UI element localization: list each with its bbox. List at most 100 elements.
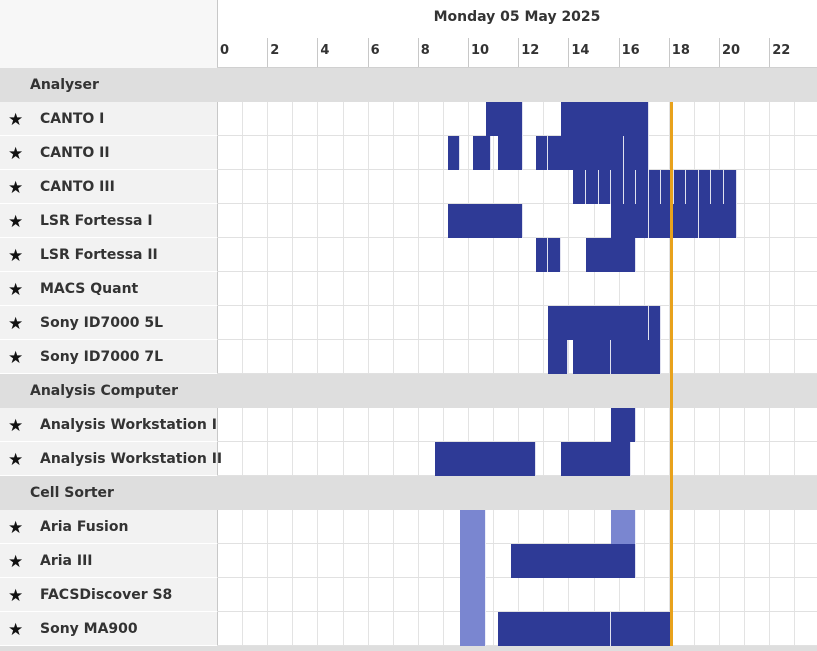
booking-block[interactable] bbox=[585, 170, 599, 204]
group-row[interactable]: Cell Sorter bbox=[0, 476, 817, 510]
star-icon[interactable]: ★ bbox=[8, 348, 24, 368]
booking-block[interactable] bbox=[548, 340, 569, 374]
resource-label[interactable]: MACS Quant bbox=[40, 281, 139, 297]
booking-block[interactable] bbox=[460, 544, 486, 578]
booking-block[interactable] bbox=[711, 170, 725, 204]
grid-line bbox=[744, 442, 746, 476]
booking-block[interactable] bbox=[648, 204, 699, 238]
booking-block[interactable] bbox=[673, 170, 687, 204]
booking-block[interactable] bbox=[460, 510, 486, 544]
resource-row[interactable]: ★ FACSDiscover S8 bbox=[0, 578, 817, 612]
resource-row[interactable]: ★ Sony MA900 bbox=[0, 612, 817, 646]
resource-row[interactable]: ★ Analysis Workstation I bbox=[0, 408, 817, 442]
resource-label[interactable]: FACSDiscover S8 bbox=[40, 587, 173, 603]
star-icon[interactable]: ★ bbox=[8, 212, 24, 232]
booking-block[interactable] bbox=[473, 136, 491, 170]
grid-line bbox=[267, 306, 269, 340]
booking-block[interactable] bbox=[498, 612, 612, 646]
booking-block[interactable] bbox=[447, 136, 461, 170]
resource-row[interactable]: ★ Sony ID7000 7L bbox=[0, 340, 817, 374]
booking-block[interactable] bbox=[623, 170, 637, 204]
booking-block[interactable] bbox=[573, 170, 586, 204]
booking-block[interactable] bbox=[560, 102, 649, 136]
star-icon[interactable]: ★ bbox=[8, 620, 24, 640]
booking-block[interactable] bbox=[636, 170, 649, 204]
star-icon[interactable]: ★ bbox=[8, 280, 24, 300]
resource-label[interactable]: Sony ID7000 5L bbox=[40, 315, 163, 331]
booking-block[interactable] bbox=[548, 136, 624, 170]
grid-line bbox=[668, 578, 670, 612]
booking-block[interactable] bbox=[460, 578, 486, 612]
grid-line bbox=[794, 578, 796, 612]
booking-block[interactable] bbox=[611, 170, 624, 204]
group-row[interactable]: Analysis Computer bbox=[0, 374, 817, 408]
booking-block[interactable] bbox=[724, 170, 737, 204]
booking-block[interactable] bbox=[648, 170, 662, 204]
resource-label[interactable]: Sony MA900 bbox=[40, 621, 138, 637]
resource-row[interactable]: ★ CANTO II bbox=[0, 136, 817, 170]
star-icon[interactable]: ★ bbox=[8, 314, 24, 334]
star-icon[interactable]: ★ bbox=[8, 450, 24, 470]
hour-tick bbox=[468, 38, 469, 68]
grid-line bbox=[317, 272, 319, 306]
star-icon[interactable]: ★ bbox=[8, 144, 24, 164]
booking-block[interactable] bbox=[548, 238, 561, 272]
booking-block[interactable] bbox=[698, 204, 737, 238]
resource-row[interactable]: ★ Aria III bbox=[0, 544, 817, 578]
booking-block[interactable] bbox=[698, 170, 712, 204]
star-icon[interactable]: ★ bbox=[8, 178, 24, 198]
resource-label[interactable]: CANTO I bbox=[40, 111, 105, 127]
booking-block[interactable] bbox=[623, 136, 649, 170]
booking-block[interactable] bbox=[435, 442, 536, 476]
booking-block[interactable] bbox=[598, 170, 612, 204]
booking-block[interactable] bbox=[585, 238, 637, 272]
resource-label[interactable]: Sony ID7000 7L bbox=[40, 349, 163, 365]
booking-block[interactable] bbox=[648, 306, 662, 340]
resource-label[interactable]: Aria III bbox=[40, 553, 93, 569]
resource-label[interactable]: Analysis Workstation II bbox=[40, 451, 223, 467]
hour-tick bbox=[769, 38, 771, 68]
booking-block[interactable] bbox=[548, 306, 649, 340]
booking-block[interactable] bbox=[611, 612, 672, 646]
booking-block[interactable] bbox=[510, 544, 637, 578]
resource-row[interactable]: ★ LSR Fortessa II bbox=[0, 238, 817, 272]
booking-block[interactable] bbox=[611, 510, 637, 544]
booking-block[interactable] bbox=[460, 612, 486, 646]
resource-label[interactable]: Analysis Workstation I bbox=[40, 417, 217, 433]
resource-row[interactable]: ★ CANTO III bbox=[0, 170, 817, 204]
resource-row[interactable]: ★ CANTO I bbox=[0, 102, 817, 136]
booking-block[interactable] bbox=[485, 102, 524, 136]
star-icon[interactable]: ★ bbox=[8, 518, 24, 538]
booking-block[interactable] bbox=[686, 170, 699, 204]
resource-label[interactable]: CANTO II bbox=[40, 145, 110, 161]
booking-block[interactable] bbox=[611, 204, 649, 238]
group-row[interactable]: Analyser bbox=[0, 68, 817, 102]
grid-line bbox=[342, 544, 344, 578]
star-icon[interactable]: ★ bbox=[8, 586, 24, 606]
resource-label[interactable]: LSR Fortessa I bbox=[40, 213, 153, 229]
booking-block[interactable] bbox=[573, 340, 612, 374]
grid-line bbox=[367, 204, 369, 238]
star-icon[interactable]: ★ bbox=[8, 552, 24, 572]
grid-line bbox=[769, 306, 771, 340]
resource-label[interactable]: Aria Fusion bbox=[40, 519, 129, 535]
booking-block[interactable] bbox=[535, 136, 549, 170]
booking-block[interactable] bbox=[447, 204, 524, 238]
grid-line bbox=[392, 612, 394, 646]
booking-block[interactable] bbox=[560, 442, 632, 476]
star-icon[interactable]: ★ bbox=[8, 246, 24, 266]
resource-row[interactable]: ★ Aria Fusion bbox=[0, 510, 817, 544]
star-icon[interactable]: ★ bbox=[8, 110, 24, 130]
booking-block[interactable] bbox=[535, 238, 549, 272]
resource-row[interactable]: ★ MACS Quant bbox=[0, 272, 817, 306]
resource-label[interactable]: CANTO III bbox=[40, 179, 115, 195]
star-icon[interactable]: ★ bbox=[8, 416, 24, 436]
booking-block[interactable] bbox=[611, 340, 662, 374]
grid-line bbox=[618, 578, 620, 612]
booking-block[interactable] bbox=[611, 408, 637, 442]
resource-row[interactable]: ★ Analysis Workstation II bbox=[0, 442, 817, 476]
resource-row[interactable]: ★ Sony ID7000 5L bbox=[0, 306, 817, 340]
resource-label[interactable]: LSR Fortessa II bbox=[40, 247, 158, 263]
booking-block[interactable] bbox=[498, 136, 524, 170]
